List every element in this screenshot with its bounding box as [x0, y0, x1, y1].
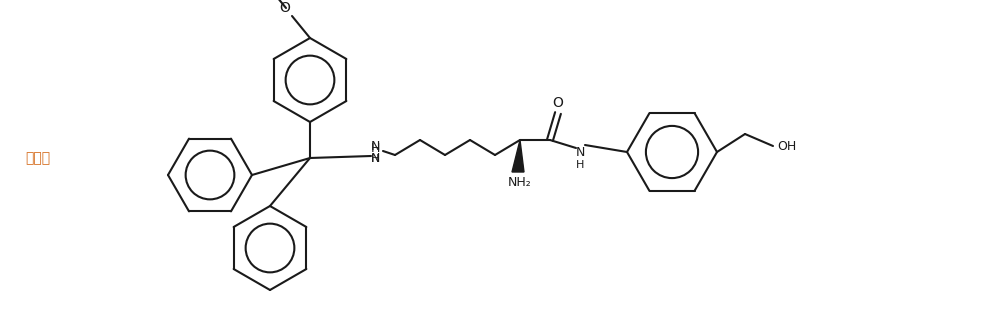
- Text: 结构式: 结构式: [26, 151, 50, 165]
- Text: O: O: [279, 1, 290, 15]
- Text: N: N: [370, 139, 380, 152]
- Text: H: H: [371, 154, 379, 164]
- Text: N: N: [370, 152, 380, 165]
- Text: N: N: [575, 146, 585, 159]
- Text: OH: OH: [777, 139, 797, 152]
- Text: NH₂: NH₂: [508, 177, 532, 190]
- Text: O: O: [552, 96, 563, 110]
- Text: H: H: [370, 141, 380, 154]
- Text: H: H: [576, 160, 584, 170]
- Polygon shape: [512, 140, 524, 172]
